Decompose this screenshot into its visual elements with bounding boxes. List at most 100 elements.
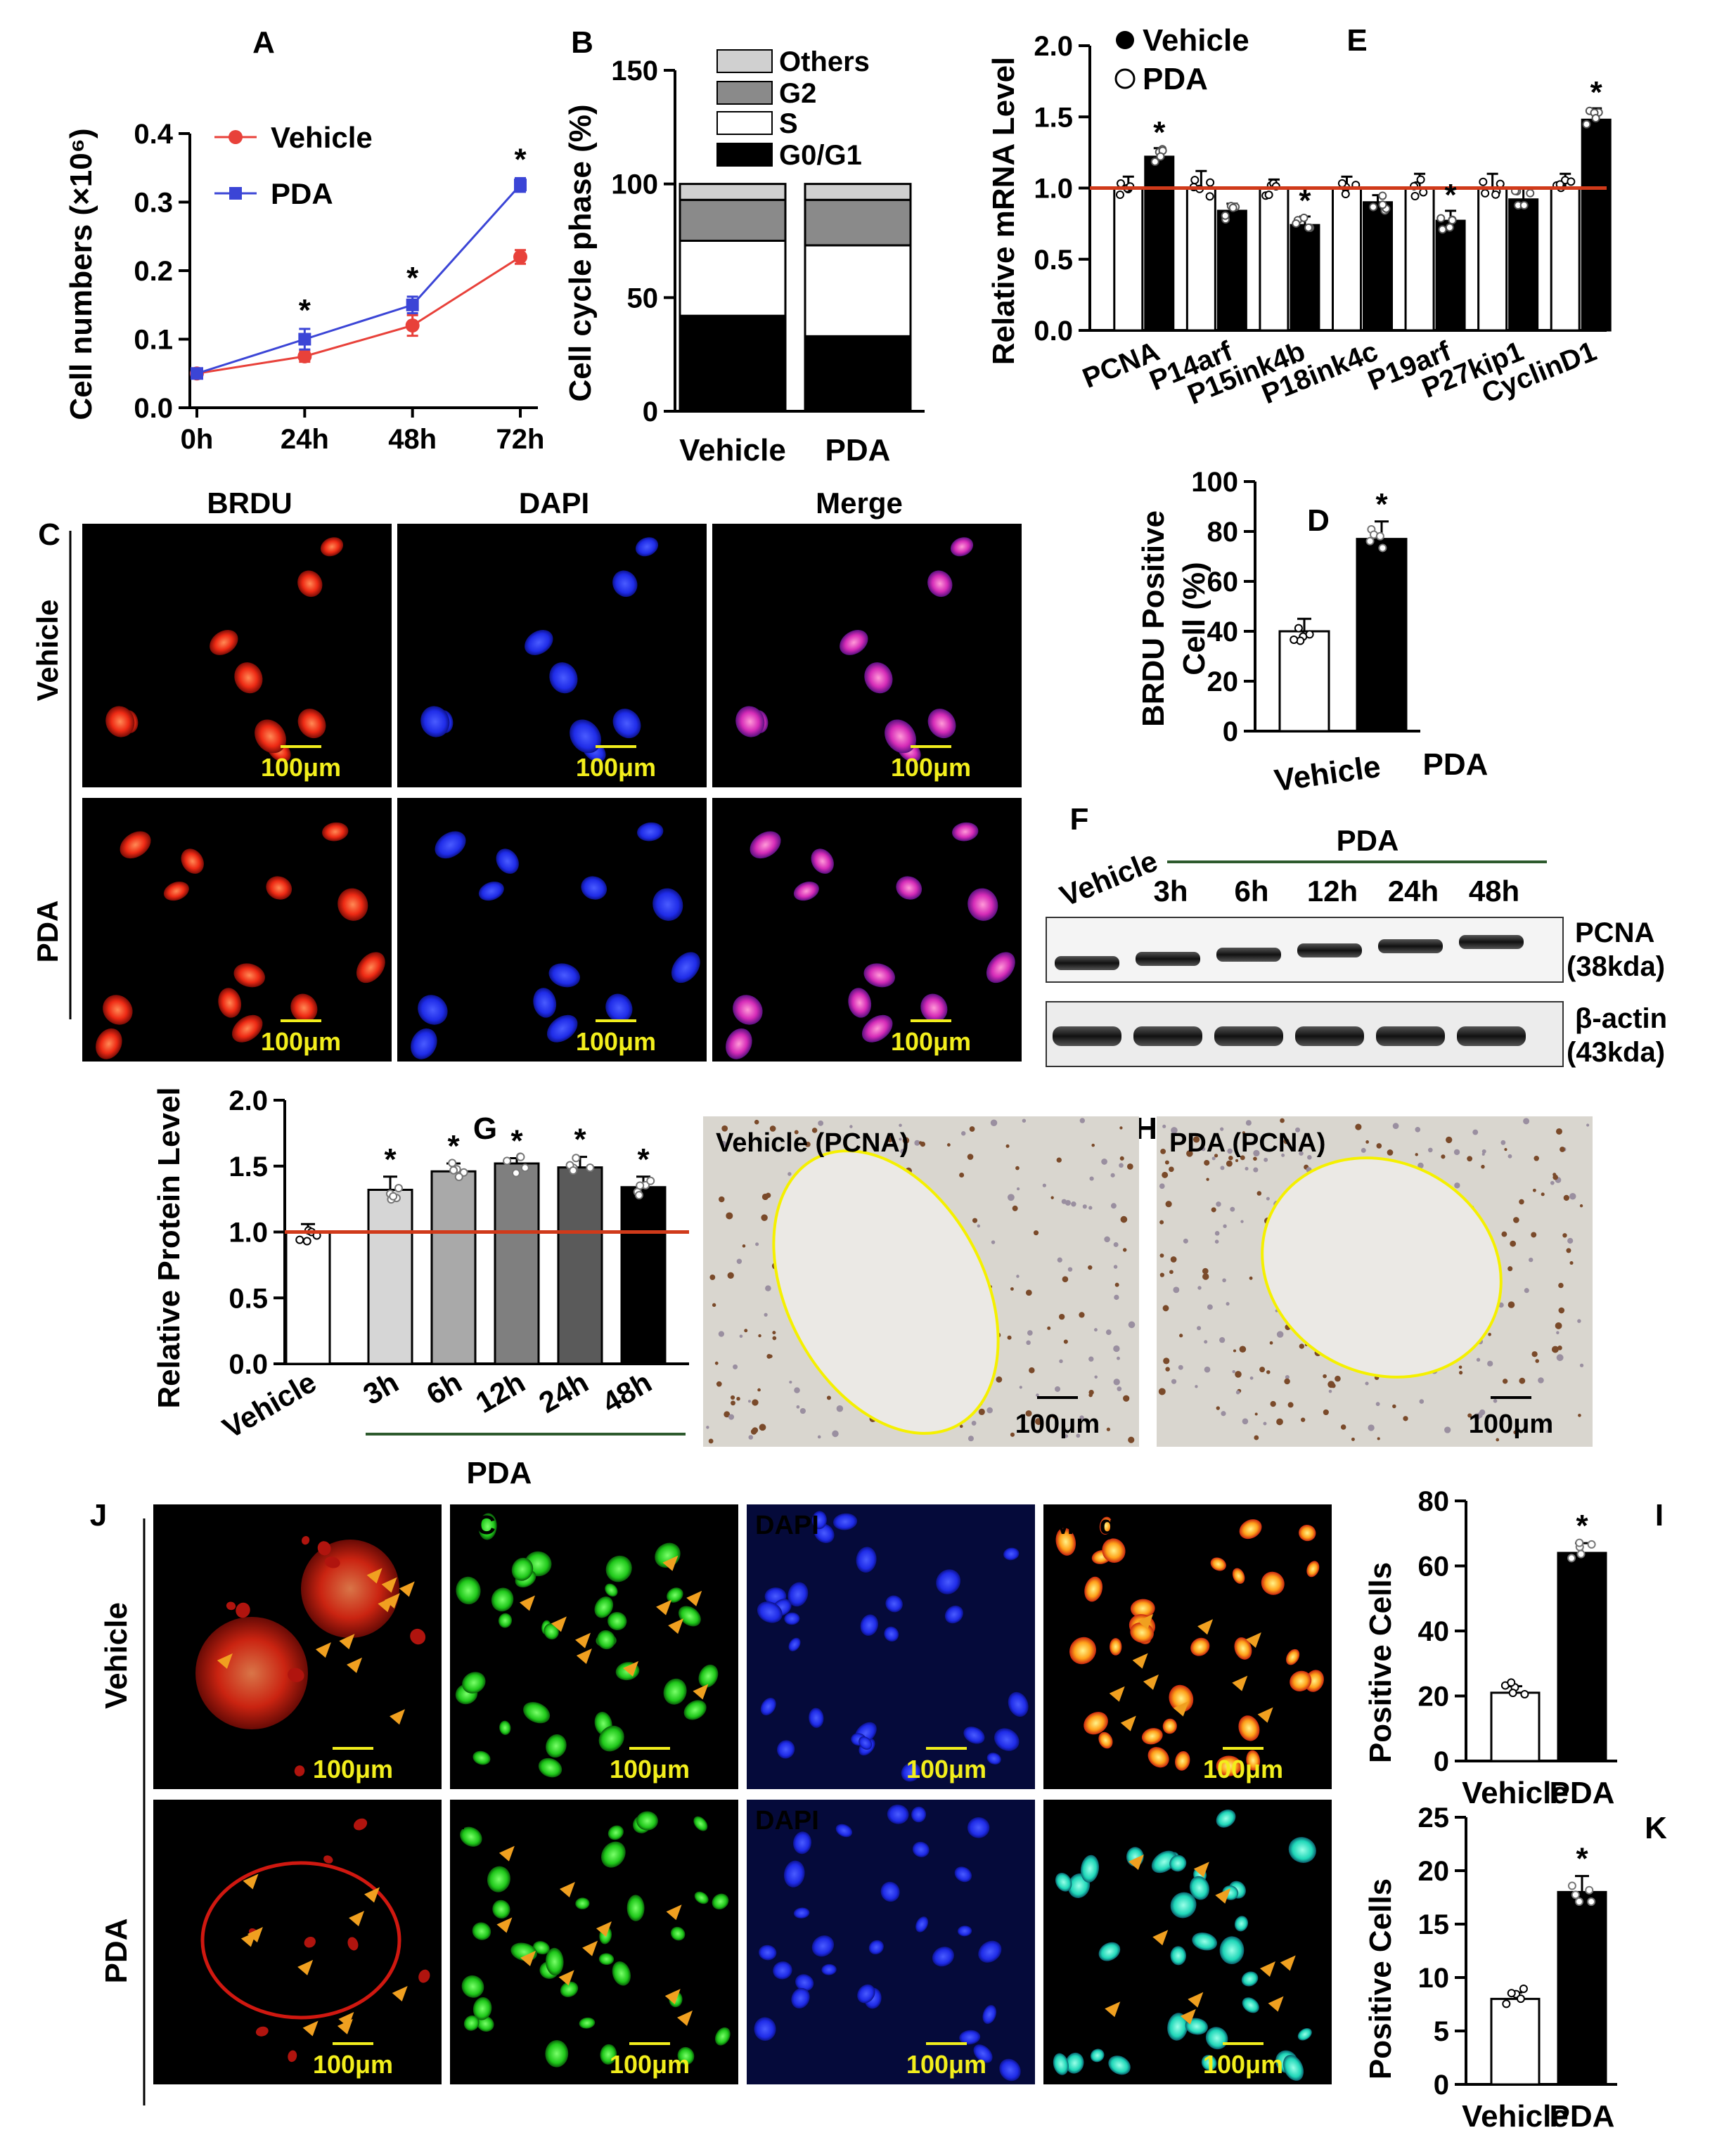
micrograph-h-cell: [1216, 1406, 1221, 1410]
micrograph-h-cell: [805, 1141, 811, 1147]
panel-f-band-pcna-lane: [1216, 948, 1281, 962]
micrograph-h-cell: [1501, 1231, 1507, 1237]
micrograph-h-cell: [1285, 1375, 1290, 1380]
micrograph-h-cell: [1531, 1232, 1537, 1238]
micrograph-c-nucleus: [861, 1014, 893, 1043]
micrograph-h-cell: [1351, 1437, 1355, 1441]
micrograph-j-nucleus: [1055, 1872, 1072, 1892]
micrograph-j-arrowhead: [1109, 1686, 1125, 1702]
chart-e-data-dot: [1264, 191, 1273, 200]
chart-a-significance-star: *: [406, 261, 419, 295]
micrograph-h-cell: [1178, 1365, 1183, 1370]
micrograph-j-arrowhead: [1268, 1996, 1284, 2012]
micrograph-h-cell: [1173, 1286, 1180, 1294]
micrograph-h-cell: [1113, 1265, 1118, 1269]
micrograph-j-nucleus: [354, 1818, 368, 1831]
micrograph-h-cell: [1035, 1418, 1042, 1426]
micrograph-j-nucleus: [1290, 1670, 1312, 1691]
micrograph-h-cell: [1170, 1256, 1177, 1263]
chart-g-bar: [620, 1186, 667, 1365]
micrograph-h-cell: [1249, 1276, 1253, 1280]
micrograph-j-nucleus: [1205, 2027, 1228, 2050]
micrograph-j-nucleus: [959, 2030, 981, 2045]
micrograph-j-nucleus: [932, 1947, 954, 1967]
chart-i-data-dot: [1508, 1689, 1517, 1698]
micrograph-j-nucleus: [487, 1866, 510, 1892]
micrograph-c-nucleus: [570, 719, 601, 754]
chart-g-bar: [285, 1231, 331, 1365]
micrograph-j-arrowhead: [399, 1581, 415, 1597]
micrograph-h-cell: [1249, 1376, 1254, 1380]
micrograph-c-nucleus: [733, 995, 763, 1025]
micrograph-c-nucleus: [163, 882, 189, 901]
micrograph-h-cell: [826, 1395, 831, 1400]
micrograph-j-nucleus: [793, 1831, 812, 1855]
micrograph-j-vessel: [200, 1861, 401, 2020]
micrograph-c-nucleus: [478, 882, 504, 901]
micrograph-j-nucleus: [304, 1936, 316, 1948]
micrograph-j-arrowhead: [656, 1599, 672, 1615]
micrograph-j-scale-bar: 100μm: [1203, 1747, 1283, 1784]
micrograph-j-nucleus: [868, 1940, 884, 1955]
panel-label-a: A: [252, 25, 275, 60]
chart-e-legend-marker-vehicle: [1116, 31, 1134, 49]
micrograph-c-nucleus: [105, 706, 135, 737]
micrograph-j-nucleus: [982, 2005, 997, 2024]
micrograph-h-label: PDA (PCNA): [1169, 1128, 1325, 1158]
panel-f-lane-label: 48h: [1469, 875, 1519, 908]
micrograph-c-nucleus: [255, 719, 286, 754]
chart-e-data-dot: [1292, 219, 1301, 228]
micrograph-c-nucleus: [967, 888, 998, 921]
micrograph-j-nucleus: [1090, 2049, 1105, 2063]
micrograph-h-cell: [969, 1126, 975, 1132]
chart-d-data-dot: [1365, 536, 1375, 546]
micrograph-c-nucleus: [322, 822, 349, 841]
micrograph-h-cell: [755, 1242, 759, 1246]
micrograph-j-arrowhead: [381, 1577, 397, 1593]
micrograph-h-cell: [1513, 1430, 1517, 1435]
micrograph-h-cell: [1415, 1126, 1421, 1133]
chart-i-data-dot: [1567, 1554, 1576, 1563]
micrograph-c-nucleus: [411, 1028, 437, 1059]
micrograph-h-cell: [736, 1396, 740, 1401]
chart-a-legend-label-vehicle: Vehicle: [271, 121, 373, 154]
micrograph-j-nucleus: [255, 2026, 269, 2037]
micrograph-h-cell: [1204, 1159, 1210, 1166]
micrograph-j-nucleus: [683, 1700, 707, 1720]
micrograph-h-cell: [752, 1427, 759, 1433]
micrograph-h-cell: [1579, 1204, 1583, 1208]
panel-f-vehicle-label: Vehicle: [1055, 844, 1162, 913]
chart-a-point-pda: [514, 179, 527, 192]
chart-e-data-dot: [1378, 200, 1387, 209]
micrograph-h-cell: [794, 1130, 799, 1135]
panel-f-band-actin-size: (43kda): [1567, 1037, 1665, 1068]
chart-e-legend-label-pda: PDA: [1143, 62, 1208, 96]
micrograph-c-nucleus: [231, 1014, 263, 1043]
chart-g-data-dot: [503, 1156, 512, 1166]
micrograph-j-nucleus: [1175, 1750, 1190, 1771]
chart-e-bar: [1477, 187, 1508, 332]
micrograph-j-arrowhead: [243, 1873, 259, 1890]
micrograph-h-cell: [971, 1421, 977, 1426]
chart-d-y-tick-label: 60: [1207, 567, 1239, 598]
micrograph-h-cell: [1162, 1171, 1169, 1178]
micrograph-h-cell: [902, 1137, 910, 1144]
panel-f-band-pcna: PCNA: [1575, 917, 1654, 948]
micrograph-j-scale-bar: 100μm: [313, 2042, 393, 2079]
micrograph-h-cell: [1502, 1379, 1508, 1384]
micrograph-h-cell: [1467, 1156, 1473, 1162]
micrograph-h-cell: [817, 1435, 821, 1439]
chart-g-data-dot: [449, 1166, 458, 1175]
micrograph-j-arrowhead: [520, 1950, 536, 1966]
panel-label-k: K: [1645, 1811, 1667, 1845]
chart-b-legend-swatch: [716, 81, 773, 105]
micrograph-j-arrowhead: [339, 1634, 355, 1650]
micrograph-j-nucleus: [472, 1997, 492, 2020]
chart-e-bar: [1363, 201, 1393, 332]
micrograph-j-channel-label: Merge: [1052, 1806, 1131, 1836]
chart-g-data-dot: [394, 1184, 403, 1193]
micrograph-h-cell: [1472, 1129, 1479, 1135]
